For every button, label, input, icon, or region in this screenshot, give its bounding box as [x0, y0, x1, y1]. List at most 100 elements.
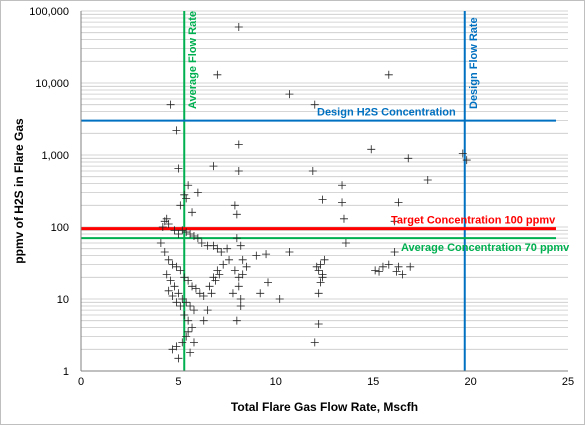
data-point: [174, 164, 183, 173]
data-point: [285, 247, 294, 256]
data-point: [213, 70, 222, 79]
data-point: [186, 301, 195, 310]
data-point: [166, 100, 175, 109]
data-point: [184, 181, 193, 190]
data-point: [197, 238, 206, 247]
data-point: [394, 262, 403, 271]
y-axis-title: ppmv of H2S in Flare Gas: [12, 118, 26, 264]
gridlines: [81, 10, 568, 372]
data-point: [182, 298, 191, 307]
data-point: [314, 289, 323, 298]
data-point: [234, 282, 243, 291]
data-point: [199, 292, 208, 301]
data-point: [156, 238, 165, 247]
data-point: [193, 188, 202, 197]
data-point: [398, 270, 407, 279]
y-tick-label: 1,000: [41, 150, 69, 162]
data-point: [182, 332, 191, 341]
data-point: [178, 226, 187, 235]
design-flow-label: Design Flow Rate: [468, 17, 480, 109]
data-point: [184, 276, 193, 285]
data-point: [390, 217, 399, 226]
data-point: [182, 194, 191, 203]
data-point: [371, 266, 380, 275]
data-point: [213, 244, 222, 253]
data-point: [180, 273, 189, 282]
data-point: [168, 260, 177, 269]
data-point: [176, 201, 185, 210]
data-point: [174, 354, 183, 363]
target-label: Target Concentration 100 ppmv: [391, 215, 556, 227]
data-point: [341, 238, 350, 247]
data-point: [186, 229, 195, 238]
data-point: [199, 316, 208, 325]
data-point: [188, 323, 197, 332]
data-point: [242, 262, 251, 271]
x-tick-label: 10: [270, 376, 282, 388]
data-point: [191, 284, 200, 293]
data-point: [203, 306, 212, 315]
data-point: [230, 266, 239, 275]
data-point: [404, 154, 413, 163]
data-point: [232, 316, 241, 325]
x-tick-label: 0: [78, 376, 84, 388]
data-point: [223, 244, 232, 253]
data-point: [176, 301, 185, 310]
data-point: [164, 220, 173, 229]
reference-lines: [81, 11, 556, 371]
data-point: [172, 298, 181, 307]
average-conc-label: Average Concentration 70 ppmv: [401, 242, 570, 254]
data-point: [232, 234, 241, 243]
data-point: [314, 266, 323, 275]
data-points: [156, 22, 471, 363]
data-point: [184, 316, 193, 325]
y-tick-label: 10: [57, 294, 69, 306]
data-point: [312, 262, 321, 271]
data-point: [375, 267, 384, 276]
data-point: [316, 260, 325, 269]
data-point: [275, 295, 284, 303]
x-tick-label: 5: [175, 376, 181, 388]
data-point: [338, 181, 347, 190]
x-tick-label: 15: [367, 376, 379, 388]
data-point: [458, 149, 467, 158]
data-point: [184, 327, 193, 336]
data-point: [316, 278, 325, 287]
data-point: [238, 255, 247, 264]
data-point: [160, 247, 169, 256]
data-point: [219, 260, 228, 269]
tick-labels: 0 5 10 15 20 25 1 10 100 1,000 10,000 100,000: [29, 6, 574, 388]
data-point: [318, 270, 327, 279]
data-point: [236, 241, 245, 250]
data-point: [180, 190, 189, 199]
data-point: [186, 348, 195, 357]
data-point: [234, 140, 243, 149]
data-point: [172, 262, 181, 271]
design-h2s-label: Design H2S Concentration: [317, 107, 456, 119]
data-point: [367, 145, 376, 154]
data-point: [392, 267, 401, 276]
y-tick-label: 100: [51, 222, 69, 234]
data-point: [189, 338, 198, 347]
average-flow-label: Average Flow Rate: [187, 11, 199, 109]
data-point: [228, 289, 237, 298]
data-point: [264, 278, 273, 287]
y-tick-label: 100,000: [29, 6, 69, 18]
data-point: [406, 262, 415, 271]
data-point: [390, 247, 399, 256]
data-point: [178, 338, 187, 347]
x-tick-label: 20: [464, 376, 476, 388]
data-point: [217, 247, 226, 256]
data-point: [168, 292, 177, 301]
data-point: [384, 70, 393, 79]
data-point: [189, 306, 198, 315]
data-point: [236, 301, 245, 310]
data-point: [205, 282, 214, 291]
x-tick-label: 25: [562, 376, 574, 388]
data-point: [320, 255, 329, 264]
data-point: [189, 231, 198, 240]
data-point: [384, 260, 393, 269]
data-point: [314, 319, 323, 328]
data-point: [168, 345, 177, 354]
